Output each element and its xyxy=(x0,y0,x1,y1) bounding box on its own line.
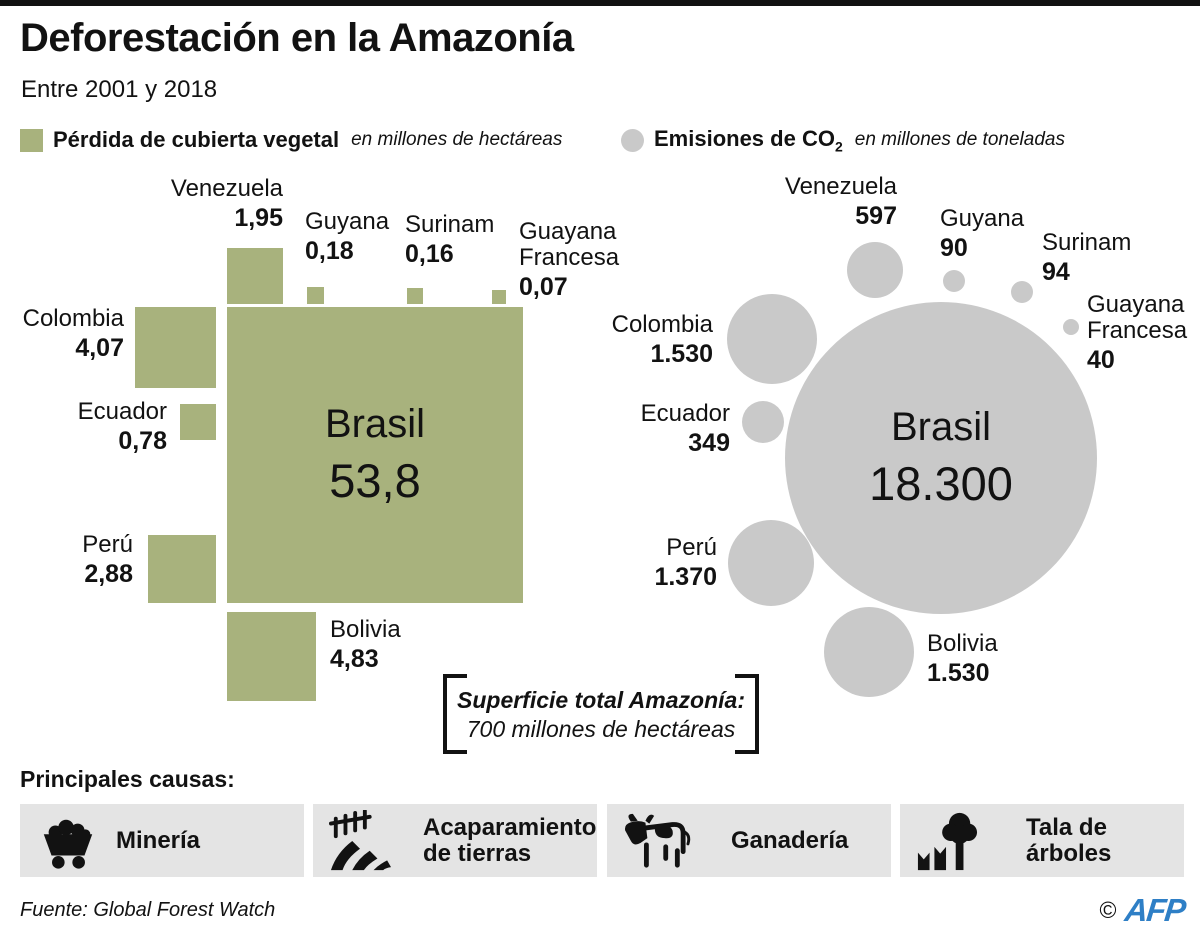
square-guayana-francesa xyxy=(492,290,506,304)
label-ecuador-vegetation: Ecuador 0,78 xyxy=(77,398,167,455)
brasil-name: Brasil xyxy=(324,402,426,446)
legend-co2-subscript: 2 xyxy=(834,138,843,155)
circle-brasil xyxy=(785,302,1097,614)
cause-tala: Tala de árboles xyxy=(900,804,1184,877)
label-guayana-francesa-vegetation: Guayana Francesa 0,07 xyxy=(519,218,620,301)
copyright-icon: © xyxy=(1099,897,1117,923)
label-bolivia-co2: Bolivia 1.530 xyxy=(927,630,998,687)
square-bolivia xyxy=(227,612,316,701)
page-title: Deforestación en la Amazonía xyxy=(20,16,574,60)
co2-swatch xyxy=(621,128,644,152)
label-peru-vegetation: Perú 2,88 xyxy=(82,531,133,588)
cause-acaparamiento-label: Acaparamiento de tierras xyxy=(423,813,597,867)
cause-tala-label: Tala de árboles xyxy=(1026,813,1112,867)
plowed-field-icon xyxy=(329,809,391,870)
amazon-total-area-note: Superficie total Amazonía: 700 millones … xyxy=(443,674,759,754)
square-guyana xyxy=(307,287,324,304)
legend-vegetation: Pérdida de cubierta vegetal en millones … xyxy=(20,127,562,153)
cow-icon xyxy=(624,813,691,868)
label-guyana-vegetation: Guyana 0,18 xyxy=(305,208,390,265)
label-guayana-francesa-co2: Guayana Francesa 40 xyxy=(1087,291,1188,374)
label-brasil-co2: Brasil 18.300 xyxy=(869,405,1013,510)
label-venezuela-vegetation: Venezuela 1,95 xyxy=(170,175,283,232)
brasil-value: 53,8 xyxy=(329,454,421,507)
top-border xyxy=(0,0,1200,6)
circle-guyana xyxy=(943,270,965,292)
square-colombia xyxy=(135,307,216,388)
cause-acaparamiento: Acaparamiento de tierras xyxy=(313,804,597,877)
circle-venezuela xyxy=(847,242,903,298)
legend-co2-label-text: Emisiones de CO xyxy=(654,125,835,151)
circle-surinam xyxy=(1011,281,1033,303)
label-surinam-co2: Surinam 94 xyxy=(1042,229,1132,286)
label-colombia-co2: Colombia 1.530 xyxy=(611,311,713,368)
legend-vegetation-unit: en millones de hectáreas xyxy=(351,129,563,150)
agency-credit: © AFP xyxy=(1099,892,1186,929)
square-brasil xyxy=(227,307,523,603)
legend-co2-unit: en millones de toneladas xyxy=(854,129,1065,150)
vegetation-swatch xyxy=(20,128,43,152)
legend-vegetation-label: Pérdida de cubierta vegetal xyxy=(53,127,340,152)
label-venezuela-co2: Venezuela 597 xyxy=(784,173,897,230)
cause-mineria: Minería xyxy=(20,804,304,877)
annotation-value: 700 millones de hectáreas xyxy=(466,716,736,742)
tree-logging-icon xyxy=(917,812,978,870)
label-surinam-vegetation: Surinam 0,16 xyxy=(405,211,495,268)
mining-cart-icon xyxy=(43,819,93,869)
page-subtitle: Entre 2001 y 2018 xyxy=(21,76,218,103)
square-venezuela xyxy=(227,248,283,304)
label-brasil-vegetation: Brasil 53,8 xyxy=(227,307,523,603)
cause-ganaderia-label: Ganadería xyxy=(731,826,849,854)
circle-ecuador xyxy=(742,401,784,443)
label-peru-co2: Perú 1.370 xyxy=(654,534,717,591)
causes-heading: Principales causas: xyxy=(20,766,235,792)
label-ecuador-co2: Ecuador 349 xyxy=(640,400,730,457)
square-ecuador xyxy=(180,404,216,440)
circle-peru xyxy=(728,520,814,606)
legend-co2: Emisiones de CO2 en millones de tonelada… xyxy=(621,126,1065,154)
label-bolivia-vegetation: Bolivia 4,83 xyxy=(330,616,401,673)
legend-co2-label: Emisiones de CO2 xyxy=(654,126,843,154)
label-guyana-co2: Guyana 90 xyxy=(940,205,1025,262)
annotation-title: Superficie total Amazonía: xyxy=(457,687,745,713)
cause-mineria-label: Minería xyxy=(116,826,201,854)
circle-colombia xyxy=(727,294,817,384)
source-credit: Fuente: Global Forest Watch xyxy=(20,899,276,921)
circle-bolivia xyxy=(824,607,914,697)
label-colombia-vegetation: Colombia 4,07 xyxy=(22,305,124,362)
square-peru xyxy=(148,535,216,603)
cause-ganaderia: Ganadería xyxy=(607,804,891,877)
afp-logo: AFP xyxy=(1122,892,1186,928)
square-surinam xyxy=(407,288,423,304)
circle-guayana-francesa xyxy=(1063,319,1079,335)
